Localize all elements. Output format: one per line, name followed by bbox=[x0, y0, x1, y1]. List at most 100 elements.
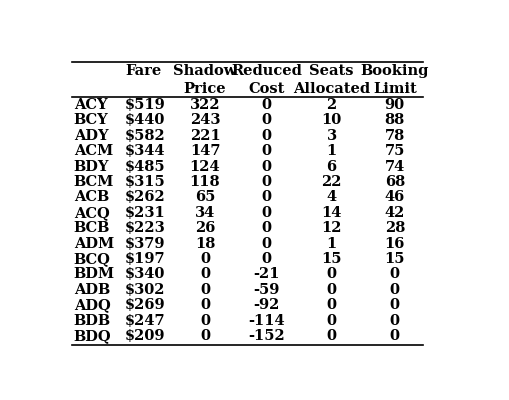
Text: BCM: BCM bbox=[73, 175, 114, 189]
Text: $344: $344 bbox=[125, 144, 165, 158]
Text: 0: 0 bbox=[389, 298, 399, 312]
Text: 0: 0 bbox=[389, 314, 399, 328]
Text: $247: $247 bbox=[125, 314, 165, 328]
Text: BCQ: BCQ bbox=[73, 252, 110, 266]
Text: 0: 0 bbox=[261, 113, 271, 127]
Text: 4: 4 bbox=[326, 190, 336, 204]
Text: -21: -21 bbox=[252, 267, 279, 281]
Text: Reduced
Cost: Reduced Cost bbox=[231, 64, 301, 96]
Text: $197: $197 bbox=[125, 252, 165, 266]
Text: 0: 0 bbox=[326, 298, 336, 312]
Text: ACM: ACM bbox=[73, 144, 112, 158]
Text: 1: 1 bbox=[326, 144, 336, 158]
Text: 0: 0 bbox=[389, 329, 399, 343]
Text: $269: $269 bbox=[125, 298, 165, 312]
Text: 0: 0 bbox=[261, 129, 271, 143]
Text: BCY: BCY bbox=[73, 113, 108, 127]
Text: -114: -114 bbox=[247, 314, 284, 328]
Text: 0: 0 bbox=[389, 283, 399, 297]
Text: 42: 42 bbox=[384, 206, 404, 220]
Text: 34: 34 bbox=[194, 206, 215, 220]
Text: 0: 0 bbox=[200, 283, 210, 297]
Text: 88: 88 bbox=[384, 113, 404, 127]
Text: 0: 0 bbox=[261, 206, 271, 220]
Text: 0: 0 bbox=[200, 252, 210, 266]
Text: 90: 90 bbox=[384, 98, 404, 112]
Text: 0: 0 bbox=[261, 252, 271, 266]
Text: Fare: Fare bbox=[125, 64, 161, 78]
Text: ADM: ADM bbox=[73, 236, 114, 250]
Text: 221: 221 bbox=[189, 129, 220, 143]
Text: $223: $223 bbox=[125, 221, 165, 235]
Text: 0: 0 bbox=[261, 221, 271, 235]
Text: BDM: BDM bbox=[73, 267, 115, 281]
Text: -59: -59 bbox=[252, 283, 279, 297]
Text: $379: $379 bbox=[125, 236, 165, 250]
Text: 10: 10 bbox=[321, 113, 341, 127]
Text: 26: 26 bbox=[194, 221, 215, 235]
Text: 0: 0 bbox=[261, 236, 271, 250]
Text: 65: 65 bbox=[194, 190, 215, 204]
Text: Seats
Allocated: Seats Allocated bbox=[292, 64, 370, 96]
Text: 0: 0 bbox=[261, 175, 271, 189]
Text: 0: 0 bbox=[326, 283, 336, 297]
Text: 0: 0 bbox=[326, 329, 336, 343]
Text: ADQ: ADQ bbox=[73, 298, 110, 312]
Text: 18: 18 bbox=[194, 236, 215, 250]
Text: 14: 14 bbox=[321, 206, 341, 220]
Text: 22: 22 bbox=[321, 175, 341, 189]
Text: 0: 0 bbox=[326, 314, 336, 328]
Text: 16: 16 bbox=[384, 236, 404, 250]
Text: 1: 1 bbox=[326, 236, 336, 250]
Text: 3: 3 bbox=[326, 129, 336, 143]
Text: 46: 46 bbox=[384, 190, 404, 204]
Text: 6: 6 bbox=[326, 160, 336, 174]
Text: 78: 78 bbox=[384, 129, 404, 143]
Text: Booking
Limit: Booking Limit bbox=[360, 64, 428, 96]
Text: $485: $485 bbox=[125, 160, 165, 174]
Text: 0: 0 bbox=[200, 267, 210, 281]
Text: 0: 0 bbox=[261, 190, 271, 204]
Text: $302: $302 bbox=[125, 283, 165, 297]
Text: ACB: ACB bbox=[73, 190, 108, 204]
Text: $519: $519 bbox=[125, 98, 165, 112]
Text: $231: $231 bbox=[125, 206, 165, 220]
Text: 0: 0 bbox=[326, 267, 336, 281]
Text: 0: 0 bbox=[200, 298, 210, 312]
Text: ACY: ACY bbox=[73, 98, 107, 112]
Text: 75: 75 bbox=[384, 144, 404, 158]
Text: 322: 322 bbox=[189, 98, 220, 112]
Text: $262: $262 bbox=[125, 190, 165, 204]
Text: $582: $582 bbox=[125, 129, 165, 143]
Text: BDY: BDY bbox=[73, 160, 109, 174]
Text: 0: 0 bbox=[261, 144, 271, 158]
Text: 243: 243 bbox=[189, 113, 220, 127]
Text: 124: 124 bbox=[189, 160, 220, 174]
Text: 0: 0 bbox=[200, 314, 210, 328]
Text: 15: 15 bbox=[321, 252, 341, 266]
Text: ACQ: ACQ bbox=[73, 206, 109, 220]
Text: $440: $440 bbox=[125, 113, 165, 127]
Text: $209: $209 bbox=[125, 329, 165, 343]
Text: 15: 15 bbox=[384, 252, 404, 266]
Text: 0: 0 bbox=[389, 267, 399, 281]
Text: BDQ: BDQ bbox=[73, 329, 111, 343]
Text: BCB: BCB bbox=[73, 221, 110, 235]
Text: -92: -92 bbox=[252, 298, 279, 312]
Text: 118: 118 bbox=[189, 175, 220, 189]
Text: 0: 0 bbox=[261, 98, 271, 112]
Text: BDB: BDB bbox=[73, 314, 110, 328]
Text: $315: $315 bbox=[125, 175, 165, 189]
Text: 0: 0 bbox=[200, 329, 210, 343]
Text: 12: 12 bbox=[321, 221, 341, 235]
Text: ADY: ADY bbox=[73, 129, 108, 143]
Text: 68: 68 bbox=[384, 175, 404, 189]
Text: 147: 147 bbox=[189, 144, 220, 158]
Text: -152: -152 bbox=[247, 329, 284, 343]
Text: 0: 0 bbox=[261, 160, 271, 174]
Text: 2: 2 bbox=[326, 98, 336, 112]
Text: $340: $340 bbox=[125, 267, 165, 281]
Text: Shadow
Price: Shadow Price bbox=[173, 64, 236, 96]
Text: ADB: ADB bbox=[73, 283, 109, 297]
Text: 28: 28 bbox=[384, 221, 404, 235]
